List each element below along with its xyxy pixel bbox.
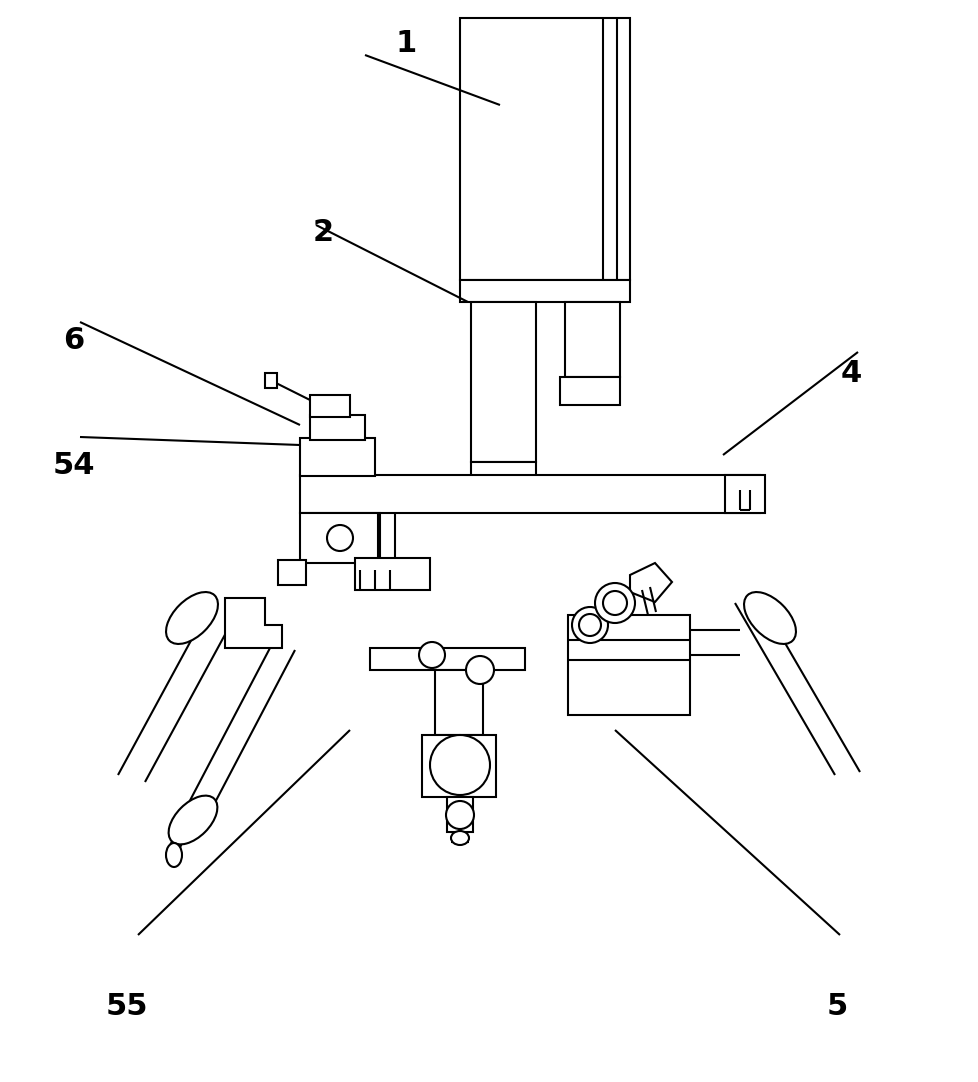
Bar — [310, 415, 365, 440]
Bar — [370, 648, 524, 670]
Text: 55: 55 — [106, 992, 149, 1020]
Text: 4: 4 — [840, 359, 862, 387]
Ellipse shape — [446, 801, 473, 829]
Ellipse shape — [166, 592, 218, 644]
Ellipse shape — [168, 795, 217, 844]
Bar — [725, 475, 764, 513]
Circle shape — [327, 525, 353, 551]
Polygon shape — [630, 563, 671, 602]
Circle shape — [419, 642, 445, 668]
Bar — [299, 475, 759, 513]
Bar — [470, 302, 535, 462]
Ellipse shape — [166, 843, 182, 867]
Bar — [460, 18, 630, 280]
Text: 54: 54 — [52, 451, 95, 479]
Bar — [299, 438, 375, 476]
Polygon shape — [225, 598, 282, 648]
Polygon shape — [567, 615, 689, 715]
Bar — [564, 302, 619, 377]
Ellipse shape — [571, 607, 607, 643]
Ellipse shape — [578, 613, 600, 636]
Bar — [310, 395, 350, 417]
Ellipse shape — [602, 591, 626, 615]
Ellipse shape — [451, 831, 468, 845]
Bar — [447, 797, 472, 832]
Bar — [355, 558, 429, 590]
Ellipse shape — [595, 583, 635, 623]
Bar — [299, 513, 379, 563]
Bar — [460, 280, 630, 302]
Bar — [434, 670, 482, 735]
Text: 5: 5 — [825, 992, 847, 1020]
Bar — [559, 377, 619, 405]
Text: 2: 2 — [312, 219, 333, 247]
Bar — [422, 735, 496, 797]
Ellipse shape — [429, 735, 490, 795]
Bar — [265, 373, 277, 388]
Text: 1: 1 — [395, 29, 417, 57]
Text: 6: 6 — [63, 327, 84, 355]
Circle shape — [466, 656, 494, 684]
Bar — [278, 560, 306, 585]
Bar — [470, 462, 535, 490]
Ellipse shape — [743, 592, 795, 644]
